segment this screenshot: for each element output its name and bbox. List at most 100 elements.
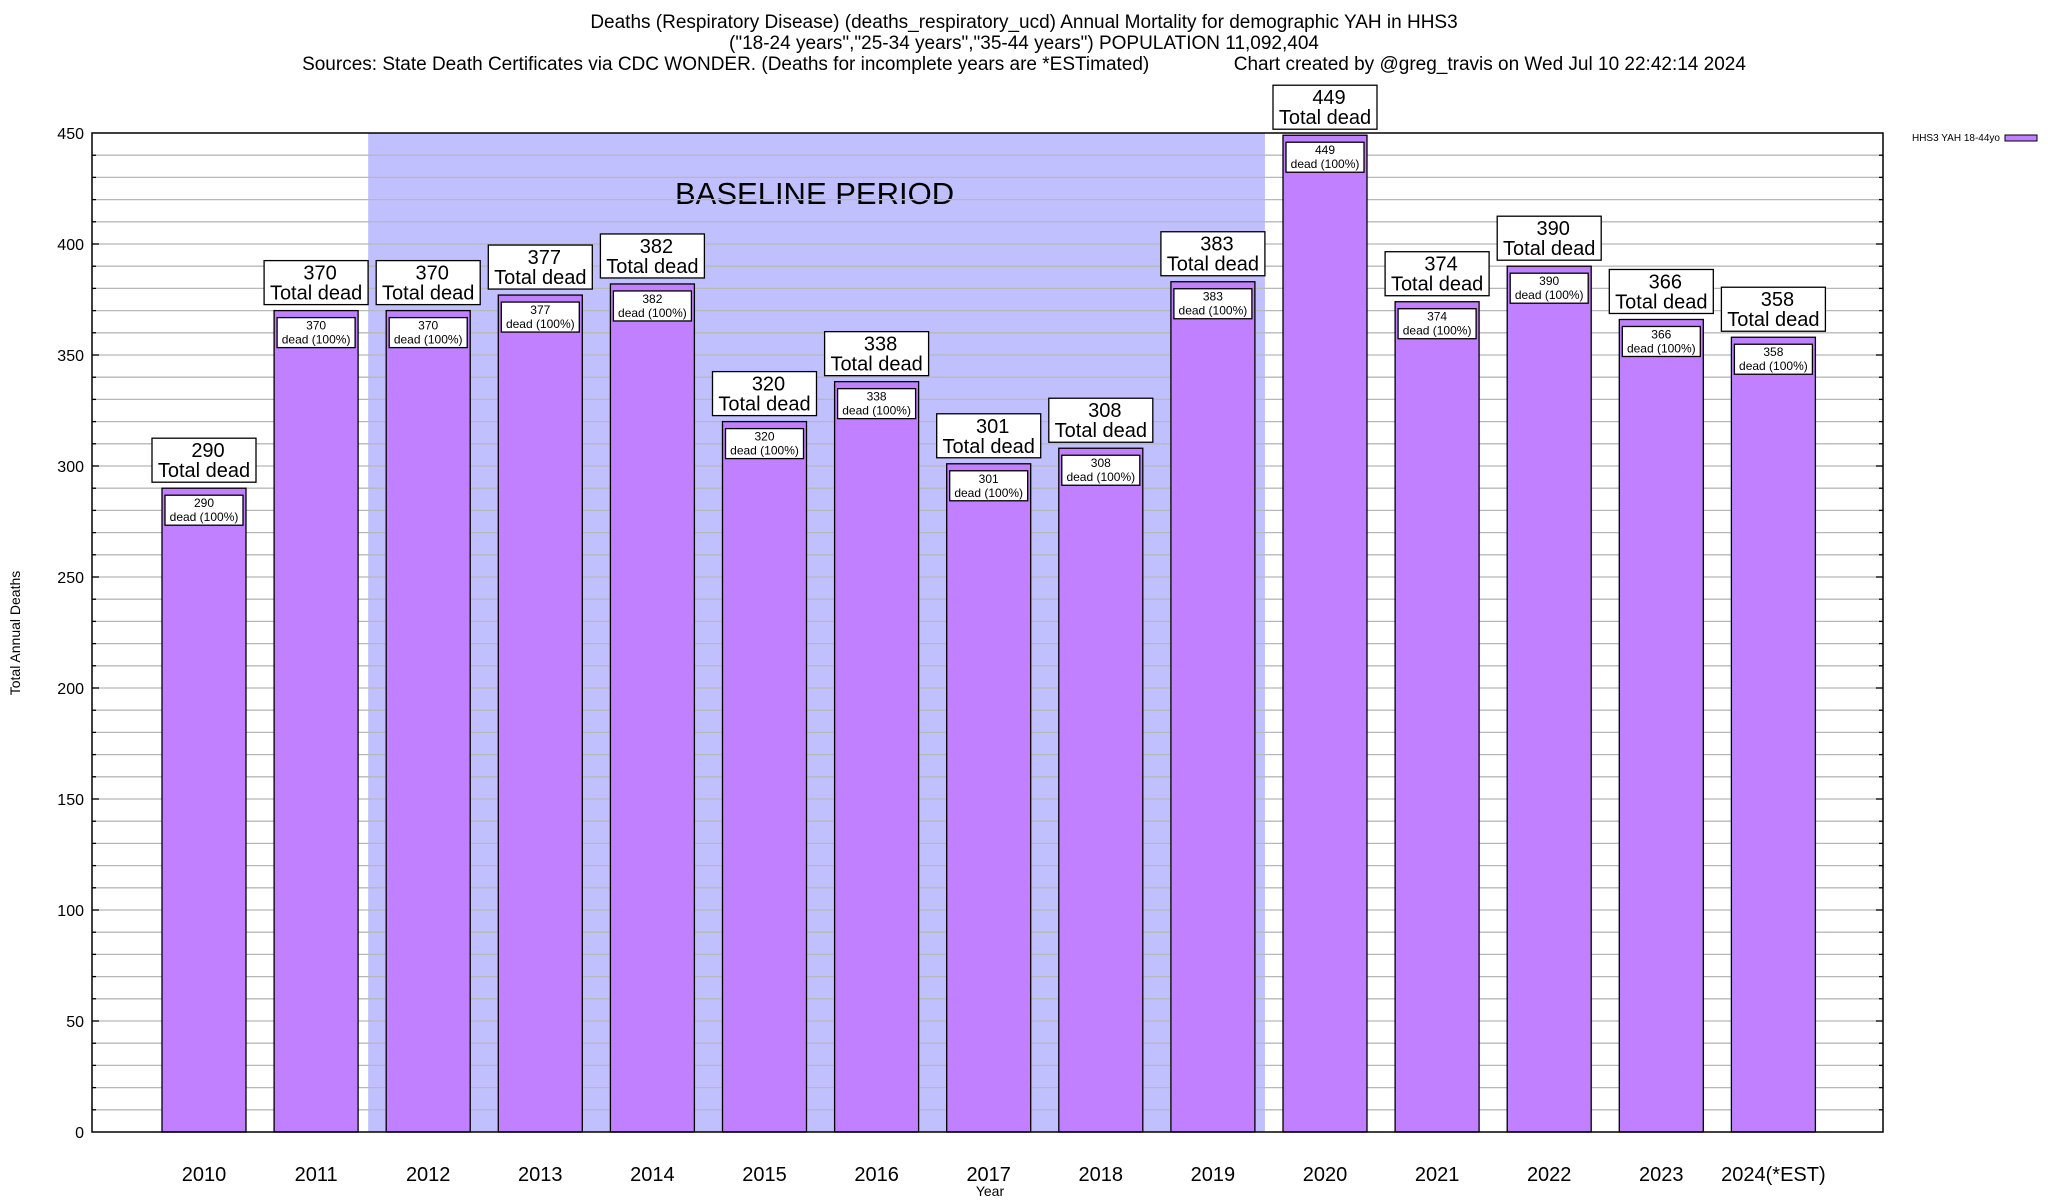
inner-label-value: 382 [642,292,662,306]
bar-2024(*EST) [1730,336,1817,1133]
inner-label-box [388,316,468,349]
total-label-value: 370 [416,263,449,285]
inner-label-text: dead (100%) [170,510,239,524]
chart-title-line-2: ("18-24 years","25-34 years","35-44 year… [729,33,1319,54]
inner-label-text: dead (100%) [1179,304,1248,318]
inner-label-text: dead (100%) [1515,288,1584,302]
total-label-text: Total dead [270,283,362,305]
inner-label-text: dead (100%) [1291,157,1360,171]
total-label-text: Total dead [1727,309,1819,331]
x-tick-label: 2018 [1079,1164,1124,1186]
bar-2023 [1618,318,1704,1133]
total-label-box [1384,251,1490,297]
bar-2019 [1170,281,1256,1133]
inner-label-box [1509,272,1589,304]
y-tick-label: 100 [57,903,84,920]
bar-2020 [1282,134,1368,1133]
total-label-text: Total dead [382,283,474,305]
total-label-box [151,437,257,483]
total-label-value: 390 [1537,218,1570,240]
total-label-text: Total dead [830,354,922,376]
y-axis-label: Total Annual Deaths [7,571,23,696]
inner-label-box [724,427,805,460]
inner-label-text: dead (100%) [1403,324,1472,338]
x-tick-label: 2021 [1415,1164,1460,1186]
inner-label-value: 320 [754,430,774,444]
inner-label-value: 308 [1091,456,1111,470]
bar-2013 [497,294,583,1133]
inner-label-value: 374 [1427,310,1447,324]
total-label-value: 308 [1088,400,1121,422]
inner-label-box [500,301,580,333]
y-tick-label: 200 [57,681,84,698]
total-label-box [1608,268,1714,315]
total-label-box [487,244,593,290]
total-label-value: 320 [752,374,785,396]
bar-2015 [721,420,808,1133]
y-tick-label: 250 [57,570,84,587]
total-label-value: 382 [640,236,673,258]
total-label-value: 290 [191,440,224,462]
bar-2018 [1058,447,1144,1133]
total-label-box [263,259,369,306]
plot-frame [91,132,1884,1133]
inner-label-text: dead (100%) [282,333,351,347]
bar-2011 [273,309,359,1133]
total-label-box [375,259,481,306]
inner-label-value: 290 [194,496,214,510]
inner-label-value: 338 [867,390,887,404]
chart-title-line-3: Sources: State Death Certificates via CD… [302,54,1746,75]
total-label-text: Total dead [943,436,1035,458]
total-label-value: 449 [1312,87,1345,109]
total-label-text: Total dead [606,256,698,278]
total-label-box [1720,286,1827,332]
inner-label-box [1285,141,1365,173]
inner-label-box [1173,288,1253,320]
inner-label-box [1061,454,1141,486]
bar-2014 [609,283,696,1133]
inner-label-box [276,316,356,349]
x-tick-label: 2024(*EST) [1721,1164,1826,1186]
inner-label-value: 370 [306,319,326,333]
chart-title-line-1: Deaths (Respiratory Disease) (deaths_res… [590,12,1458,33]
x-tick-label: 2019 [1191,1164,1236,1186]
total-label-box [711,370,818,417]
inner-label-value: 377 [530,303,550,317]
baseline-period-label: BASELINE PERIOD [675,176,954,211]
inner-label-text: dead (100%) [1066,470,1135,484]
bar-2012 [385,309,471,1133]
total-label-box [1048,397,1154,443]
x-tick-label: 2011 [295,1164,338,1186]
bar-2022 [1506,265,1592,1133]
y-tick-label: 300 [57,459,84,476]
x-tick-label: 2016 [854,1164,899,1186]
total-label-text: Total dead [158,460,250,482]
total-label-text: Total dead [1615,291,1707,313]
total-label-value: 338 [864,334,897,356]
total-label-value: 374 [1424,254,1457,276]
total-label-box [1160,231,1266,277]
bar-2017 [946,463,1032,1133]
total-label-value: 370 [303,263,336,285]
total-label-text: Total dead [1167,254,1259,276]
bar-2016 [833,380,920,1133]
inner-label-text: dead (100%) [1739,359,1808,373]
inner-label-box [1397,308,1477,340]
inner-label-box [164,494,244,526]
inner-label-text: dead (100%) [954,486,1023,500]
inner-label-text: dead (100%) [618,306,687,320]
inner-label-box [1621,325,1701,358]
y-tick-label: 400 [57,237,84,254]
inner-label-box [1733,343,1814,375]
legend-label: HHS3 YAH 18-44yo [1912,133,2000,144]
x-tick-label: 2014 [630,1164,675,1186]
total-label-text: Total dead [494,267,586,289]
total-label-value: 366 [1649,271,1682,293]
x-tick-label: 2017 [966,1164,1011,1186]
bar-2010 [161,487,247,1133]
total-label-value: 377 [528,247,561,269]
total-label-value: 358 [1761,289,1794,311]
total-label-text: Total dead [1279,107,1371,129]
x-tick-label: 2015 [742,1164,787,1186]
